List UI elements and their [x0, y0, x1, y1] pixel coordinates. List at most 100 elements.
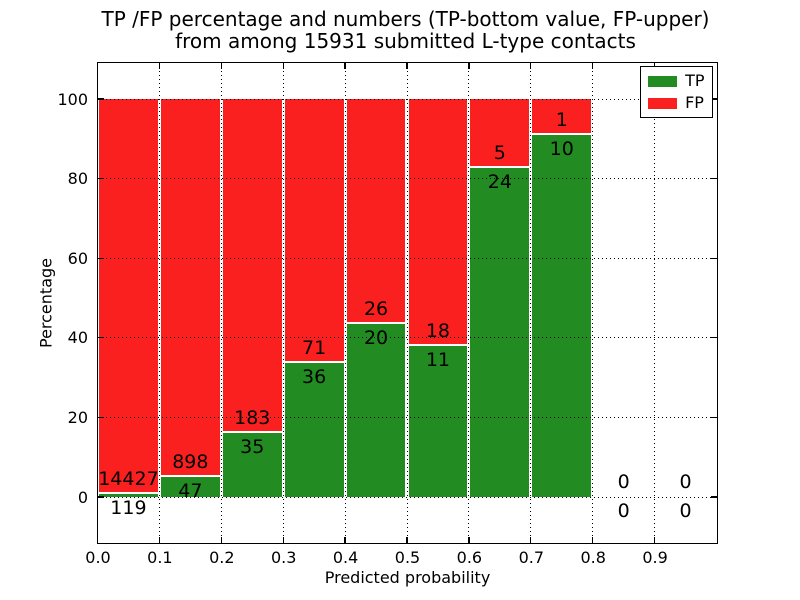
y-tick-label: 20: [67, 407, 88, 427]
x-tick-label: 0.6: [456, 548, 483, 567]
bar-segment-fp: [99, 99, 158, 492]
y-tick-label: 80: [67, 169, 88, 189]
fp-count-label: 5: [493, 141, 506, 164]
y-axis-tick-right: [710, 257, 717, 259]
x-tick-label: 0.9: [642, 548, 668, 567]
tp-swatch-icon: [648, 75, 678, 87]
x-tick-label: 0.7: [518, 548, 545, 567]
bar-segment-tp: [222, 433, 282, 497]
y-tick-label: 40: [67, 328, 88, 348]
tp-count-label: 10: [549, 138, 574, 161]
fp-swatch-icon: [648, 97, 678, 109]
bar-segment-tp: [160, 477, 220, 497]
gridline-vertical: [530, 63, 532, 543]
chart-title: TP /FP percentage and numbers (TP-bottom…: [101, 7, 710, 31]
x-axis-tick-bottom: [406, 537, 408, 543]
x-tick-label: 0.1: [147, 548, 173, 567]
gridline-vertical: [220, 63, 222, 543]
bar-segment-tp: [408, 346, 468, 497]
fp-count-label: 898: [172, 451, 209, 474]
y-axis-tick-right: [710, 496, 717, 498]
x-tick-label: 0.8: [580, 548, 606, 567]
fp-count-label: 1: [555, 109, 568, 132]
y-tick-label: 100: [57, 89, 88, 109]
legend-label-fp: FP: [685, 93, 704, 112]
bar-segment-tp: [99, 493, 158, 497]
fp-count-label: 14427: [98, 467, 159, 490]
x-axis-tick-bottom: [96, 537, 99, 543]
x-axis-tick-bottom: [220, 537, 222, 543]
y-axis-tick-right: [710, 337, 717, 339]
y-axis-tick-right: [710, 177, 717, 180]
y-tick-label: 60: [67, 248, 88, 268]
x-axis-tick-top: [592, 63, 594, 69]
y-axis-tick-left: [97, 496, 104, 498]
y-axis-tick-left: [97, 177, 104, 180]
y-axis-tick-left: [97, 416, 104, 419]
gridline-vertical: [158, 63, 160, 543]
y-tick-label: 0: [77, 487, 88, 507]
bar-segment-tp: [532, 135, 592, 497]
bar-segment-tp: [346, 323, 406, 497]
gridline-vertical: [592, 63, 594, 543]
gridline-vertical: [468, 63, 470, 543]
bar-segment-fp: [470, 99, 530, 166]
tp-count-label: 20: [363, 326, 389, 349]
x-tick-label: 0.0: [85, 548, 111, 567]
bar-segment-fp: [284, 99, 344, 362]
legend-label-tp: TP: [685, 71, 705, 90]
tp-count-label: 119: [110, 496, 147, 519]
fp-count-label: 71: [302, 337, 327, 360]
x-axis-tick-top: [344, 63, 346, 69]
fp-count-label: 0: [679, 471, 692, 493]
bar-segment-fp: [160, 99, 220, 476]
gridline-vertical: [282, 63, 284, 543]
bar-segment-fp: [346, 99, 406, 323]
gridline-vertical: [344, 63, 346, 543]
tp-count-label: 36: [302, 366, 327, 389]
x-tick-label: 0.5: [394, 548, 421, 567]
x-axis-tick-top: [158, 63, 161, 69]
x-axis-tick-top: [282, 63, 284, 69]
fp-count-label: 183: [234, 407, 271, 430]
x-axis-tick-bottom: [282, 537, 284, 543]
x-axis-tick-top: [96, 63, 99, 69]
y-axis-tick-left: [97, 257, 104, 259]
plot-area: TP FP 14427 119 898 47 183 35 71 36 26 20 18 11 5 24 1…: [96, 62, 718, 544]
y-axis-tick-left: [97, 98, 104, 100]
x-axis-tick-bottom: [530, 537, 532, 543]
legend-item-tp: TP: [648, 71, 705, 90]
tp-count-label: 24: [487, 170, 512, 193]
gridline-vertical: [406, 63, 408, 543]
x-axis-tick-bottom: [158, 537, 161, 543]
tp-count-label: 0: [679, 500, 692, 522]
bar-segment-tp: [470, 167, 530, 497]
tp-count-label: 47: [178, 480, 203, 503]
y-axis-tick-right: [710, 416, 717, 419]
y-axis-tick-left: [97, 337, 104, 339]
tp-count-label: 0: [617, 500, 630, 522]
bar-segment-fp: [408, 99, 468, 345]
tp-count-label: 35: [240, 436, 265, 459]
fp-count-label: 18: [425, 320, 451, 343]
chart-title-block: TP /FP percentage and numbers (TP-bottom…: [11, 8, 800, 52]
x-axis-tick-top: [468, 63, 470, 69]
x-axis-tick-bottom: [344, 537, 346, 543]
bar-segment-fp: [222, 99, 282, 432]
fp-count-label: 26: [363, 297, 389, 320]
legend-item-fp: FP: [648, 93, 704, 112]
x-axis-tick-bottom: [592, 537, 594, 543]
x-axis-label: Predicted probability: [324, 568, 491, 587]
bar-segment-tp: [284, 363, 344, 497]
x-tick-label: 0.2: [209, 548, 235, 567]
x-axis-tick-top: [220, 63, 222, 69]
x-tick-label: 0.4: [332, 548, 359, 567]
legend: TP FP: [640, 66, 713, 118]
tp-count-label: 11: [425, 349, 451, 372]
y-axis-tick-right: [710, 98, 717, 100]
x-axis-tick-top: [530, 63, 532, 69]
x-tick-label: 0.3: [270, 548, 297, 567]
gridline-vertical: [654, 63, 656, 543]
bar-segment-fp: [532, 99, 592, 134]
